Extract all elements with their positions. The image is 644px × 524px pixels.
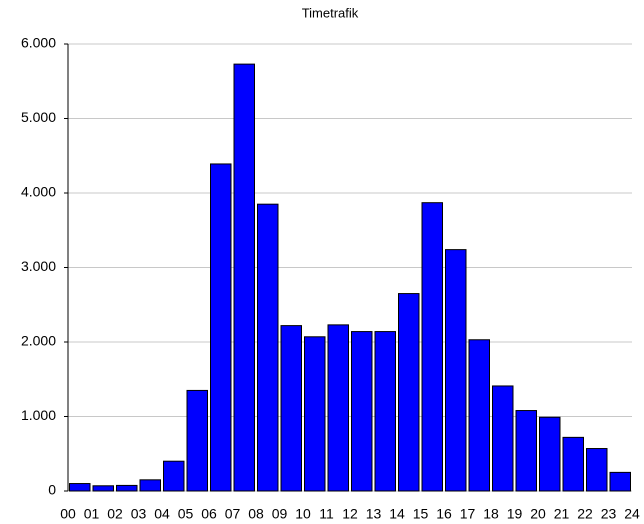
x-tick-label: 23 — [601, 506, 617, 522]
x-tick-label: 13 — [366, 506, 382, 522]
x-tick-label: 24 — [624, 506, 640, 522]
x-tick-label: 02 — [107, 506, 123, 522]
y-tick-label: 3.000 — [21, 258, 56, 274]
bar — [257, 203, 279, 492]
x-tick-label: 16 — [436, 506, 452, 522]
x-tick-label: 03 — [131, 506, 147, 522]
x-tick-label: 15 — [413, 506, 429, 522]
x-tick-label: 22 — [577, 506, 593, 522]
x-tick-label: 09 — [272, 506, 288, 522]
x-tick-label: 11 — [319, 506, 334, 522]
bar — [445, 249, 467, 492]
x-tick-label: 18 — [483, 506, 499, 522]
bar — [327, 324, 349, 492]
y-tick-label: 1.000 — [21, 407, 56, 423]
y-tick-label: 5.000 — [21, 109, 56, 125]
bar — [539, 416, 561, 492]
bar — [233, 63, 255, 492]
bar — [351, 331, 373, 492]
bar — [398, 293, 420, 492]
bar — [210, 163, 232, 492]
bar — [609, 471, 631, 492]
x-tick-label: 21 — [554, 506, 570, 522]
bar — [468, 339, 490, 492]
y-tick-label: 6.000 — [21, 35, 56, 51]
bar — [69, 483, 91, 492]
bar — [421, 202, 443, 492]
x-tick-label: 19 — [507, 506, 523, 522]
x-tick-label: 12 — [342, 506, 358, 522]
x-tick-label: 10 — [295, 506, 311, 522]
x-tick-label: 07 — [225, 506, 241, 522]
bar — [139, 479, 161, 492]
bar — [492, 385, 514, 492]
x-tick-label: 06 — [201, 506, 217, 522]
bar — [116, 484, 138, 492]
bar — [515, 410, 537, 492]
x-tick-label: 14 — [389, 506, 405, 522]
y-tick-label: 0 — [48, 482, 56, 498]
bar — [586, 448, 608, 492]
bar — [562, 436, 584, 492]
bar — [163, 460, 185, 492]
bar — [280, 325, 302, 492]
x-tick-label: 08 — [248, 506, 264, 522]
bar — [92, 485, 114, 492]
y-tick-label: 4.000 — [21, 184, 56, 200]
x-tick-label: 05 — [178, 506, 194, 522]
x-tick-label: 04 — [154, 506, 170, 522]
x-tick-label: 17 — [460, 506, 476, 522]
bar — [304, 336, 326, 492]
x-tick-label: 20 — [530, 506, 546, 522]
x-tick-label: 01 — [84, 506, 100, 522]
bar — [186, 389, 208, 492]
x-tick-label: 00 — [60, 506, 76, 522]
bar — [374, 331, 396, 492]
y-tick-label: 2.000 — [21, 333, 56, 349]
chart-title: Timetrafik — [302, 5, 359, 20]
